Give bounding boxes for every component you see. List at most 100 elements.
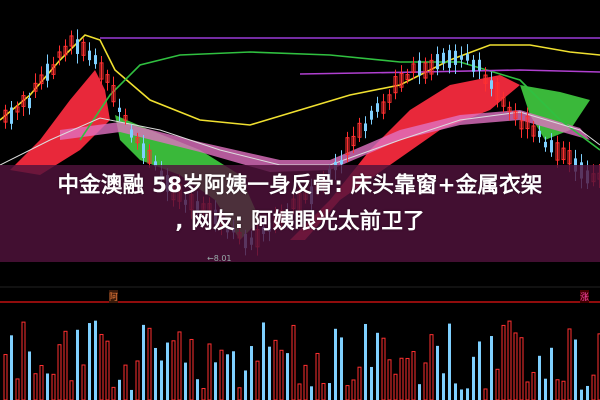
candle-body [33, 82, 38, 92]
candle-body [46, 63, 49, 81]
candle-body [478, 59, 481, 71]
volume-bar [3, 354, 8, 400]
volume-bar [429, 334, 434, 400]
volume-bar [99, 333, 104, 400]
volume-bar [328, 383, 331, 400]
volume-bar [586, 385, 589, 400]
volume-bar [466, 388, 469, 400]
volume-bar [501, 324, 506, 400]
volume-bar [160, 360, 163, 400]
indicator-label-b: 涨 [580, 290, 590, 303]
volume-bar [250, 346, 253, 400]
headline-line-1: 中金澳融 58岁阿姨一身反骨: 床头靠窗+金属衣架 [57, 173, 543, 198]
volume-bar [525, 381, 530, 400]
volume-bar [207, 343, 212, 400]
volume-bar [303, 364, 308, 400]
volume-bar [21, 321, 26, 400]
candle-body [3, 109, 8, 123]
volume-bar [310, 386, 313, 400]
volume-bar [580, 389, 583, 400]
candle-body [364, 123, 367, 132]
candle-body [88, 50, 91, 61]
volume-bar [39, 364, 44, 400]
candle-body [370, 110, 373, 120]
candle-body [69, 35, 74, 47]
volume-bar [472, 356, 475, 400]
volume-bar [478, 341, 481, 400]
candle-body [376, 103, 379, 112]
volume-bar [393, 373, 398, 400]
candle-body [351, 135, 356, 147]
candle-body [130, 129, 133, 138]
volume-bar [544, 378, 547, 400]
candle-body [340, 160, 343, 165]
volume-bar [550, 347, 553, 400]
candle-body [519, 120, 524, 130]
volume-bar [177, 331, 182, 400]
volume-bar [454, 383, 457, 400]
candle-body [555, 142, 560, 161]
volume-bar [28, 351, 31, 400]
headline-line-2: , 网友: 阿姨眼光太前卫了 [175, 209, 425, 234]
candle-body [495, 82, 500, 100]
candle-body [507, 106, 512, 112]
volume-bar [495, 368, 500, 400]
candle-body [135, 137, 140, 144]
candle-body [39, 74, 44, 85]
volume-bar [399, 357, 404, 400]
volume-bar [555, 379, 560, 400]
candle-body [436, 54, 439, 70]
volume-bar [561, 380, 566, 400]
volume-bar [490, 336, 493, 400]
volume-bar [232, 351, 235, 400]
candle-body [472, 59, 475, 72]
candle-body [405, 74, 410, 81]
volume-bar [376, 332, 379, 400]
volume-bar [76, 329, 79, 400]
volume-bar [519, 337, 524, 400]
headline: 中金澳融 58岁阿姨一身反骨: 床头靠窗+金属衣架 , 网友: 阿姨眼光太前卫了 [0, 168, 600, 240]
candle-body [154, 161, 157, 167]
volume-bar [507, 320, 512, 400]
volume-bar [442, 373, 445, 400]
volume-bar [291, 324, 296, 400]
candle-body [28, 97, 31, 109]
volume-bar [483, 388, 488, 400]
volume-bar [105, 340, 110, 400]
volume-bar [123, 364, 128, 400]
candle-body [544, 141, 547, 148]
volume-bar [513, 332, 518, 400]
volume-bar [405, 357, 410, 400]
volume-bar [340, 337, 343, 400]
candle-body [111, 85, 116, 103]
candle-body [387, 94, 392, 103]
volume-bar [591, 374, 596, 400]
candle-body [567, 150, 572, 165]
volume-bar [567, 328, 572, 400]
volume-bar [15, 378, 20, 400]
candle-body [448, 50, 451, 68]
volume-bar [88, 323, 91, 400]
candle-body [501, 96, 506, 107]
volume-bar [574, 339, 577, 400]
candle-body [538, 130, 541, 138]
candle-body [561, 147, 566, 161]
volume-bar [411, 351, 416, 400]
volume-bar [142, 324, 145, 400]
volume-bar [262, 322, 265, 400]
volume-bar [219, 349, 224, 400]
candle-body [99, 62, 104, 80]
candle-body [418, 60, 421, 76]
volume-bar [94, 320, 97, 400]
candle-body [490, 80, 493, 89]
candle-body [345, 137, 350, 155]
volume-bar [418, 384, 421, 400]
volume-bar [46, 373, 49, 400]
candle-body [442, 52, 445, 64]
candle-body [550, 140, 553, 153]
candle-body [76, 39, 79, 54]
volume-bar [286, 353, 289, 400]
ma-purple-line-2 [299, 69, 600, 75]
volume-bar [130, 389, 133, 400]
candle-body [118, 107, 121, 113]
